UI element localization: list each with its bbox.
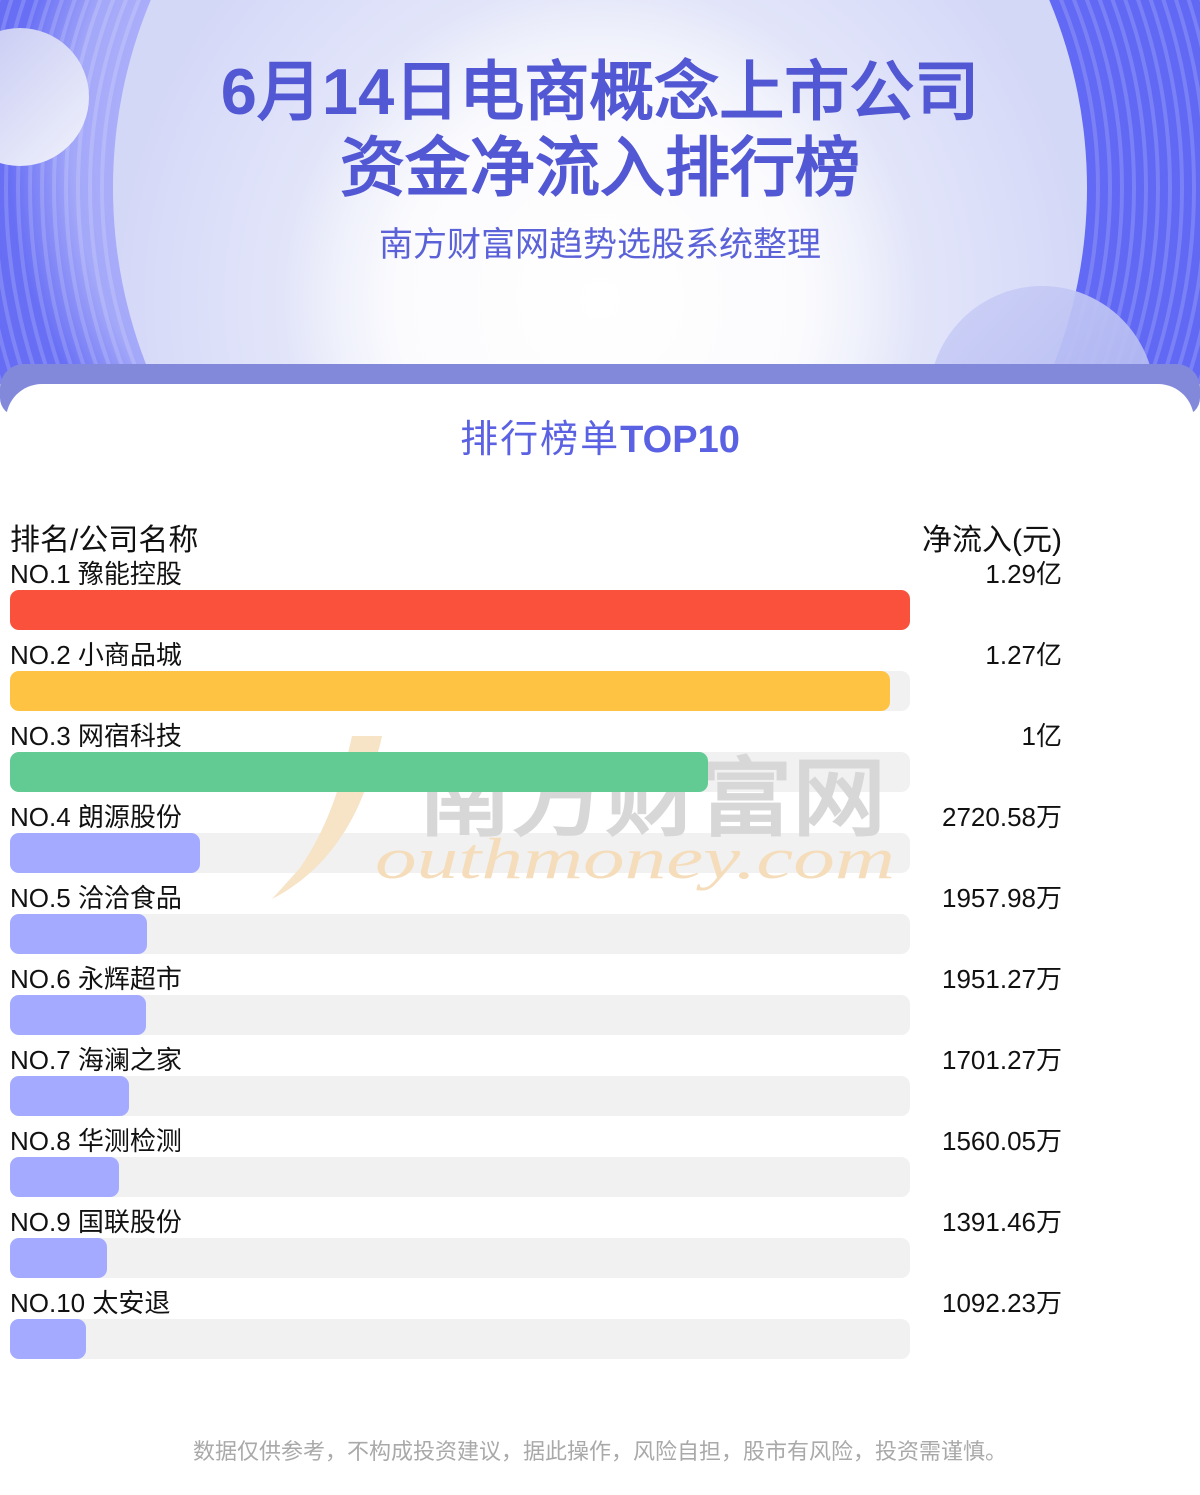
svg-text:资金净流入排行榜: 资金净流入排行榜 <box>340 131 860 204</box>
svg-text:6月14日电商概念上市公司: 6月14日电商概念上市公司 <box>221 55 979 128</box>
svg-text:南方财富网趋势选股系统整理: 南方财富网趋势选股系统整理 <box>379 226 821 264</box>
